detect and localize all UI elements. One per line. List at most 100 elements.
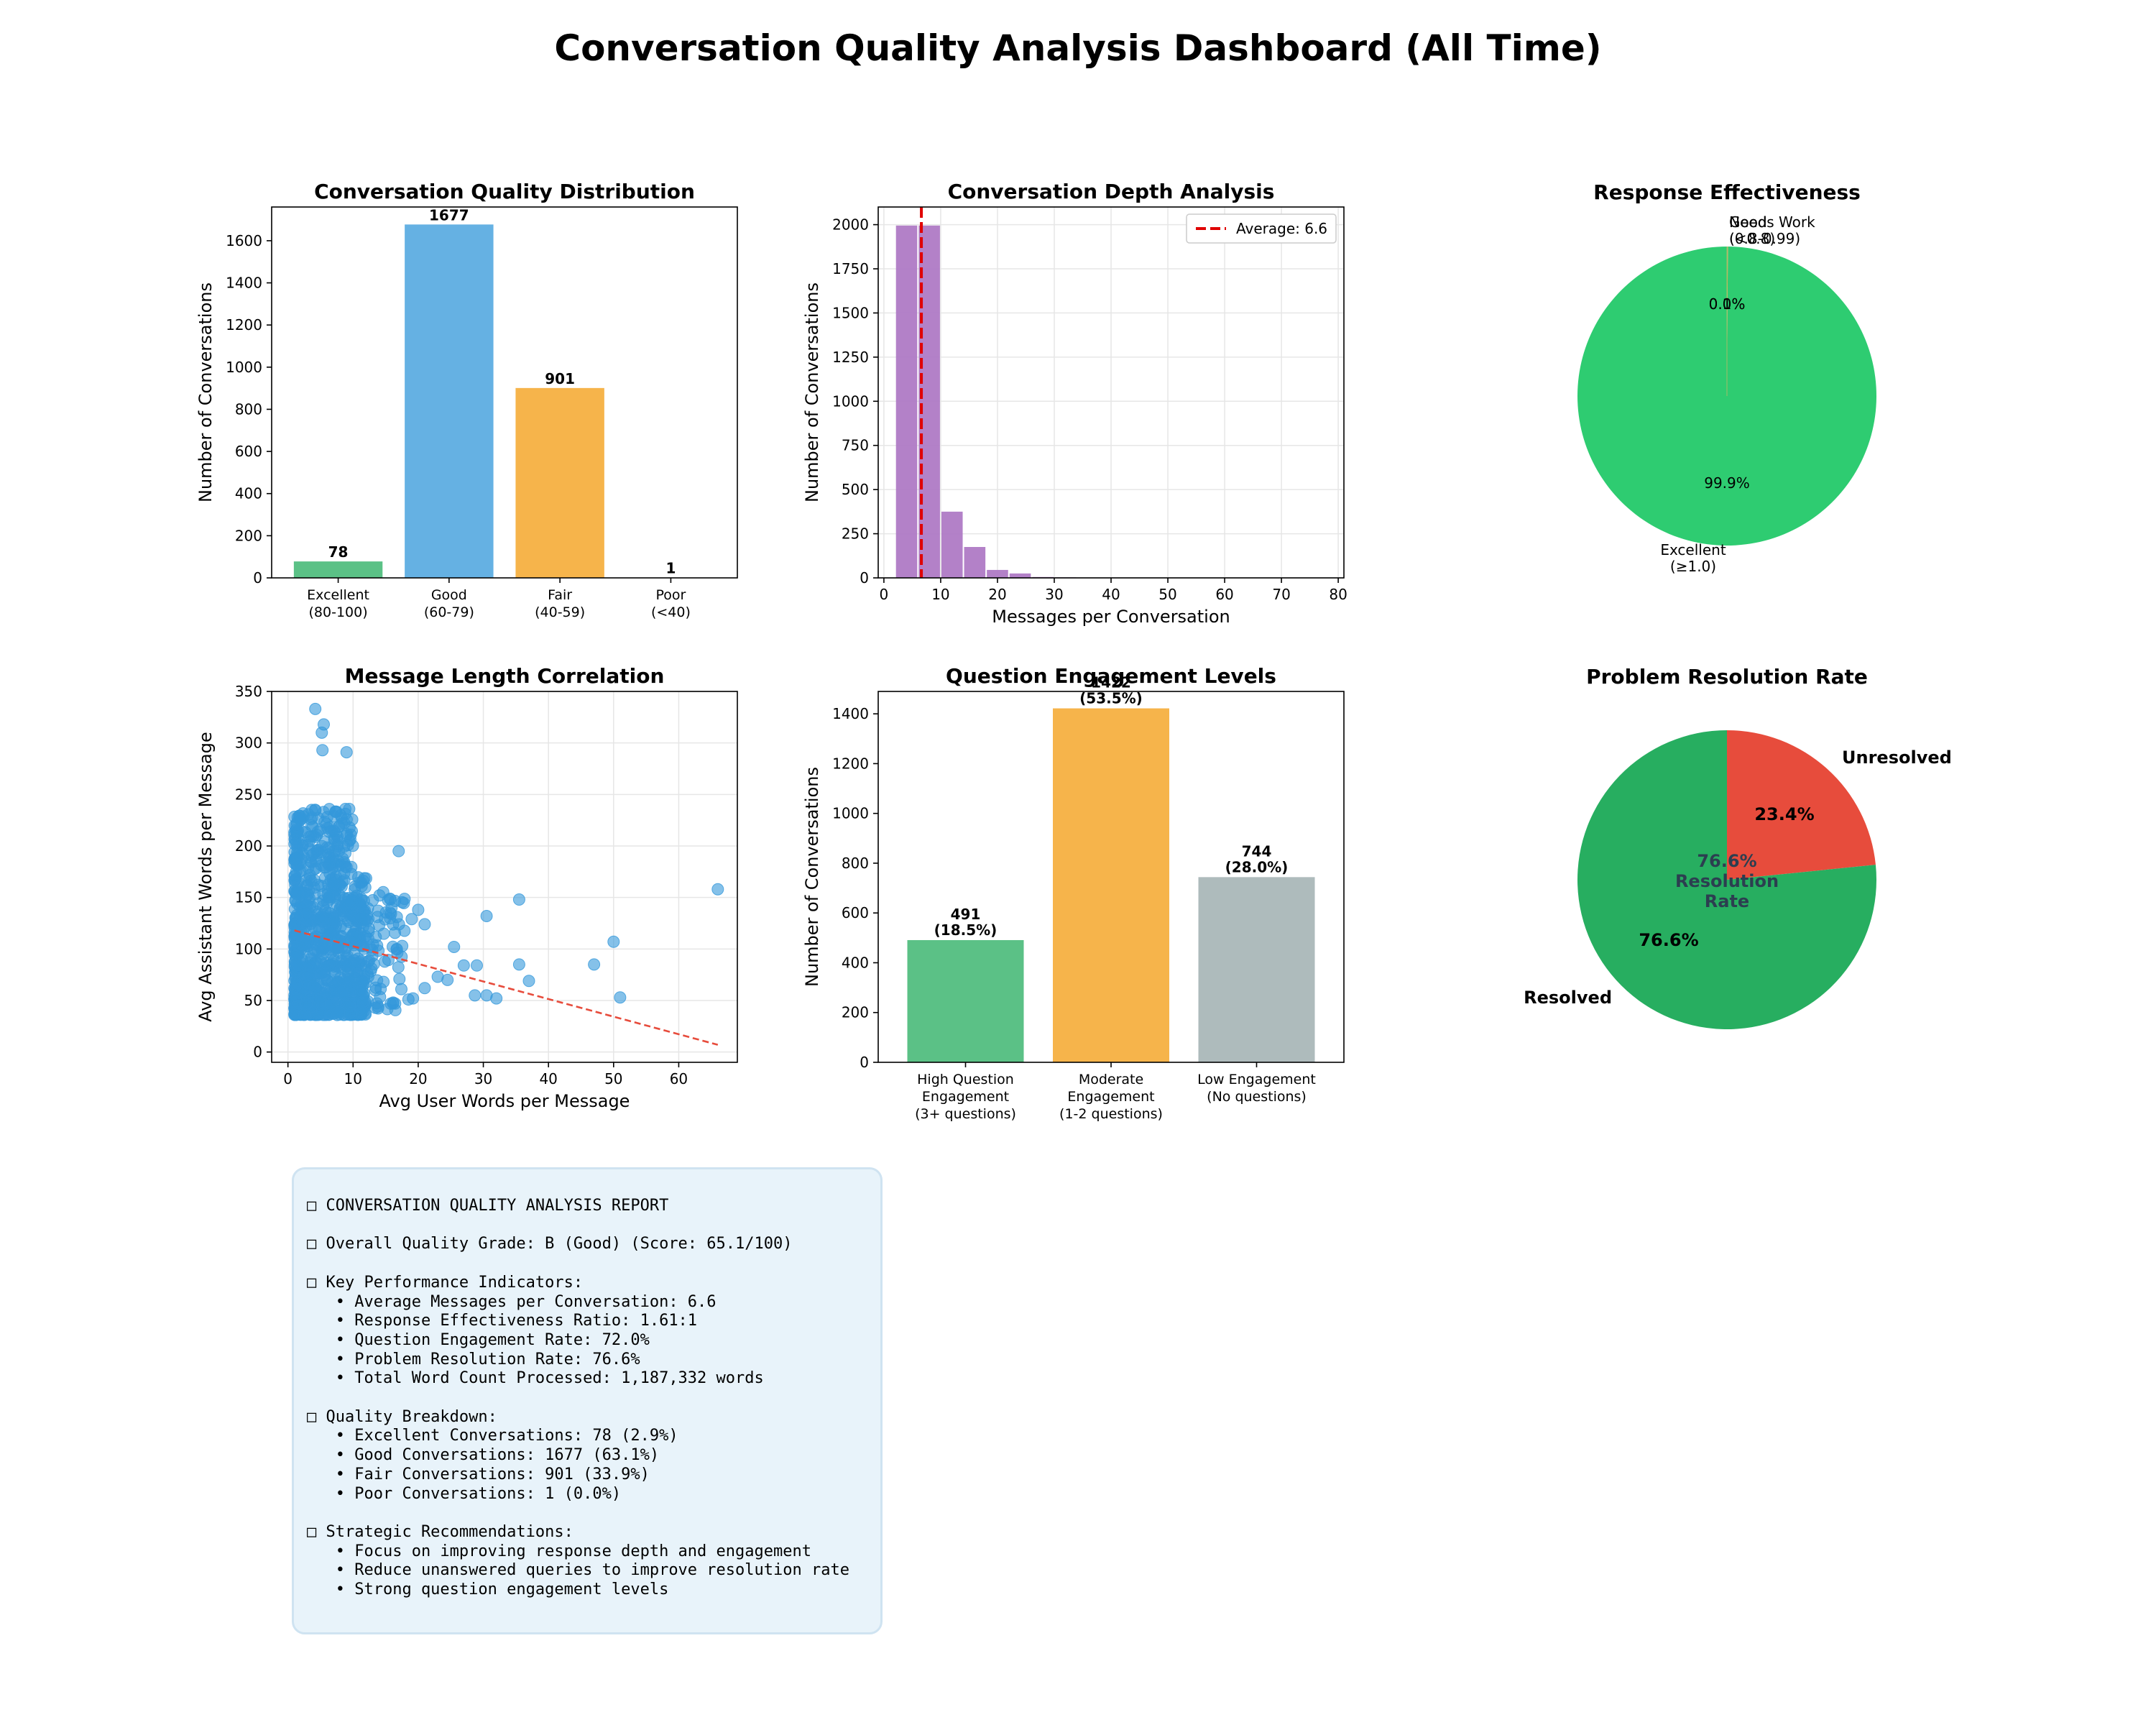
legend-box [1186,213,1337,244]
scatter-point [373,889,386,902]
bar-value-label: 1 [665,560,676,577]
x-tick-label: (40-59) [535,604,585,620]
scatter-point [356,920,369,933]
x-tick-label: (No questions) [1207,1089,1307,1105]
pie-center-label: 76.6% [1697,851,1756,871]
y-tick-label: 400 [842,954,869,971]
dashboard-title: Conversation Quality Analysis Dashboard … [554,27,1601,69]
scatter-point [393,972,406,985]
scatter-point [298,1008,311,1021]
pie-pct-label: 0.1% [1709,295,1746,313]
scatter-point [315,726,328,739]
x-tick-label: 0 [283,1070,292,1087]
y-tick-label: 100 [235,940,262,957]
bar-value-label: (28.0%) [1225,858,1289,875]
scatter-point [292,859,305,872]
scatter-point [333,1006,346,1018]
y-tick-label: 2000 [832,216,869,234]
scatter-point [384,892,397,905]
x-tick-label: (80-100) [309,604,368,620]
scatter-point [389,997,402,1010]
scatter-point [431,970,444,983]
scatter-point [324,926,337,939]
y-tick-label: 250 [842,525,869,543]
scatter-point [353,896,366,909]
y-tick-label: 0 [253,1044,262,1061]
scatter-point [382,954,395,967]
y-tick-label: 1000 [832,392,869,410]
x-tick-label: Moderate [1079,1072,1143,1087]
pie-slice-label: Excellent [1660,541,1726,558]
scatter-point [303,872,316,885]
bar-value-label: 901 [545,370,575,387]
scatter-point [512,893,525,906]
y-axis-label: Avg Assistant Words per Message [195,732,216,1022]
chart-title: Conversation Depth Analysis [948,180,1275,203]
pie-slice-label: Needs Work [1729,213,1815,231]
scatter-point [329,942,342,954]
x-tick-label: Good [431,587,467,603]
scatter-point [335,954,348,967]
x-tick-label: 60 [1215,586,1233,603]
x-tick-label: 40 [539,1070,557,1087]
scatter-point [469,989,482,1002]
scatter-point [340,746,353,759]
scatter-point [289,1000,302,1013]
y-tick-label: 1000 [832,805,869,822]
pie-slice-label: Unresolved [1842,748,1952,768]
scatter-point [346,813,359,826]
pie-pct-label: 76.6% [1639,930,1698,950]
scatter-point [321,852,333,865]
scatter-point [292,959,305,972]
x-tick-label: 30 [474,1070,492,1087]
x-tick-label: High Question [917,1072,1014,1087]
scatter-point [315,1004,328,1017]
scatter-point [321,974,333,987]
scatter-point [369,981,382,994]
y-tick-label: 500 [842,481,869,498]
scatter-point [290,886,303,898]
y-tick-label: 350 [235,683,262,700]
y-tick-label: 0 [860,1054,869,1071]
scatter-point [396,896,409,908]
y-tick-label: 1400 [226,275,262,292]
axes-frame [877,206,1345,579]
y-tick-label: 250 [235,786,262,803]
scatter-point [309,830,322,843]
quality-report-text: □ CONVERSATION QUALITY ANALYSIS REPORT □… [307,1197,849,1599]
x-tick-label: 0 [880,586,889,603]
scatter-point [312,811,325,824]
x-axis-label: Messages per Conversation [992,607,1230,627]
scatter-point [418,918,431,931]
y-tick-label: 1500 [832,304,869,321]
quality-bar [293,561,383,578]
quality-report-box: □ CONVERSATION QUALITY ANALYSIS REPORT □… [292,1167,883,1634]
scatter-point [313,911,326,924]
scatter-point [405,913,418,926]
scatter-point [358,973,371,986]
scatter-point [288,837,301,850]
x-tick-label: Fair [548,587,572,603]
chart-title: Message Length Correlation [345,664,665,688]
engagement-bar [907,939,1024,1062]
scatter-point [711,883,724,896]
scatter-point [402,993,415,1006]
engagement-bar [1053,708,1169,1062]
histogram-bar [964,547,986,578]
scatter-point [354,985,367,998]
scatter-point [327,877,340,890]
pie-pct-label: 23.4% [1754,804,1814,824]
scatter-point [300,998,313,1011]
scatter-point [522,975,535,988]
y-tick-label: 600 [842,904,869,921]
scatter-point [355,880,368,893]
pie-slice-label: (0.8-0.99) [1729,230,1800,247]
legend: Average: 6.6 [1186,213,1337,244]
scatter-point [457,959,470,972]
scatter-point [361,955,374,968]
quality-distribution-chart: 0 200 400 600 800 1000 1200 1400 1600 Number of C… [195,180,738,620]
y-tick-label: 50 [244,992,262,1009]
y-tick-label: 150 [235,889,262,906]
scatter-point [321,841,333,854]
